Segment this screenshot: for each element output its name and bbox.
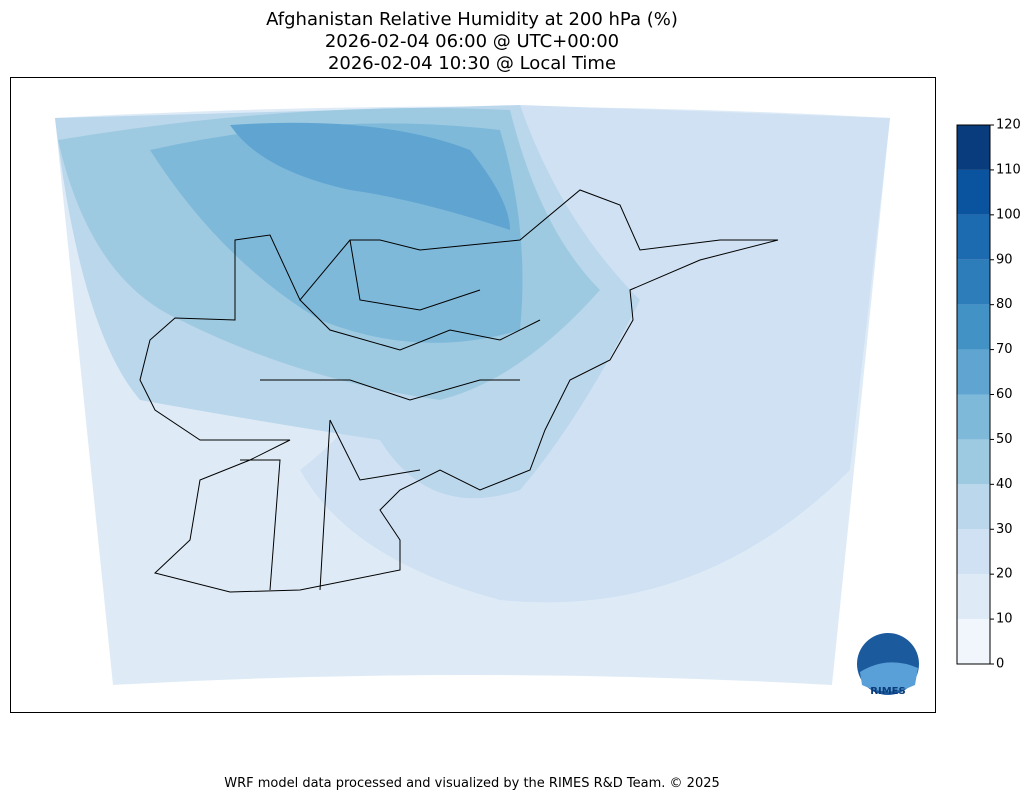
country-outline (139, 189, 779, 593)
colorbar-segment (957, 529, 990, 575)
colorbar-segment (957, 169, 990, 215)
colorbar-tick-label: 40 (996, 477, 1013, 492)
colorbar-tick-label: 50 (996, 432, 1013, 447)
colorbar-tick-label: 30 (996, 522, 1013, 537)
colorbar-segment (957, 484, 990, 530)
colorbar-tick-label: 10 (996, 612, 1013, 627)
colorbar-tick-label: 110 (996, 162, 1021, 177)
map: RIMES (10, 77, 936, 713)
colorbar-segment (957, 349, 990, 395)
title-line: 2026-02-04 10:30 @ Local Time (328, 53, 616, 74)
colorbar: 0 10 20 30 40 50 60 70 80 90 100 110 120 (956, 118, 1021, 672)
logo-wave (860, 662, 918, 692)
title-line: Afghanistan Relative Humidity at 200 hPa… (266, 9, 678, 30)
colorbar-segment (957, 214, 990, 260)
colorbar-segment (957, 394, 990, 440)
colorbar-tick-label: 70 (996, 342, 1013, 357)
province-borders (240, 239, 541, 591)
colorbar-tick-label: 90 (996, 252, 1013, 267)
colorbar-tick-label: 20 (996, 567, 1013, 582)
colorbar-tick-label: 120 (996, 118, 1021, 133)
colorbar-tick-label: 0 (996, 657, 1004, 672)
colorbar-segment (957, 125, 990, 170)
field (230, 122, 510, 230)
colorbar-segment (957, 259, 990, 305)
colorbar-tick-label: 80 (996, 297, 1013, 312)
colorbar-segment (957, 574, 990, 620)
colorbar-segment (957, 439, 990, 485)
logo-text: RIMES (870, 686, 905, 697)
title-line: 2026-02-04 06:00 @ UTC+00:00 (325, 31, 619, 52)
colorbar-segment (957, 619, 990, 664)
colorbar-tick-label: 100 (996, 207, 1021, 222)
colorbar-segment (957, 304, 990, 350)
footer: WRF model data processed and visualized … (224, 776, 720, 791)
colorbar-tick-label: 60 (996, 387, 1013, 402)
